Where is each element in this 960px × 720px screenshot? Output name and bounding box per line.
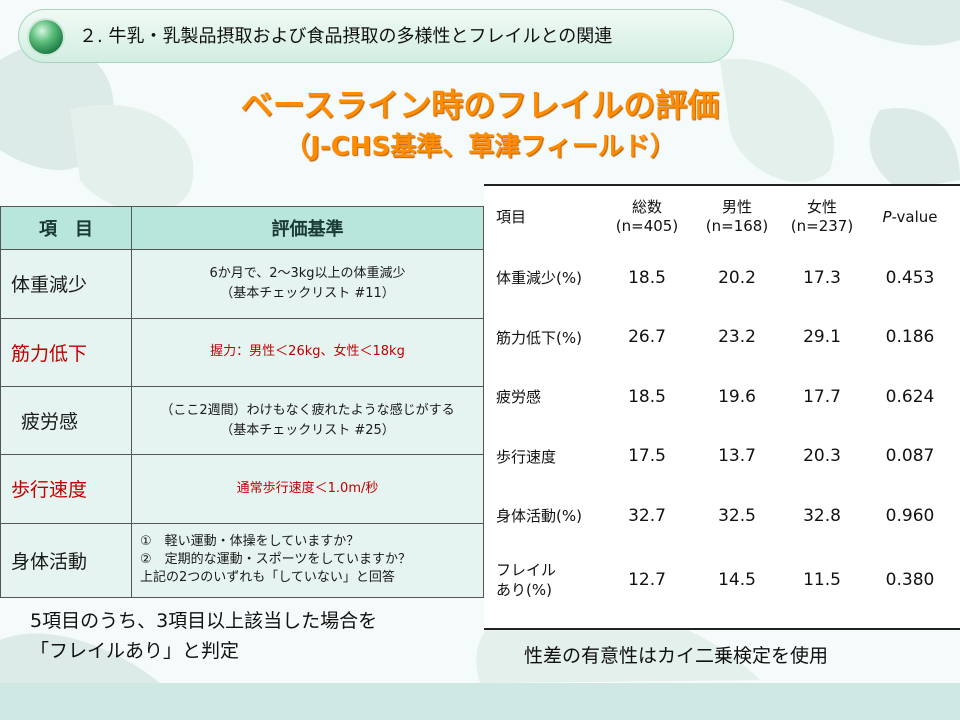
criteria-row: 疲労感 （ここ2週間）わけもなく疲れたような感じがする （基本チェックリスト #… xyxy=(0,385,484,456)
criteria-row: 歩行速度 通常歩行速度＜1.0m/秒 xyxy=(0,454,484,524)
results-male: 20.2 xyxy=(718,267,756,288)
results-pvalue: 0.186 xyxy=(885,327,935,348)
criteria-line: （基本チェックリスト #11） xyxy=(220,285,395,301)
results-female: 17.3 xyxy=(803,267,841,288)
note-line: 5項目のうち、3項目以上該当した場合を xyxy=(30,610,378,632)
criteria-row: 筋力低下 握力：男性＜26kg、女性＜18kg xyxy=(0,317,484,387)
results-header-row: 項目 総数 (n=405) 男性 (n=168) 女性 (n=237) P-va… xyxy=(484,186,960,248)
results-total: 26.7 xyxy=(628,327,666,348)
page-title: ベースライン時のフレイルの評価 xyxy=(240,86,720,124)
criteria-line: （基本チェックリスト #25） xyxy=(220,422,395,438)
criteria-line: ② 定期的な運動・スポーツをしていますか？ xyxy=(140,552,412,568)
results-row: 身体活動(%) 32.7 32.5 32.8 0.960 xyxy=(484,486,960,546)
results-female: 20.3 xyxy=(803,446,841,467)
frailty-definition-note: 5項目のうち、3項目以上該当した場合を 「フレイルあり」と判定 xyxy=(30,606,460,666)
criteria-line: ① 軽い運動・体操をしていますか？ xyxy=(140,534,360,550)
criteria-text: 通常歩行速度＜1.0m/秒 xyxy=(131,454,484,524)
criteria-line: （ここ2週間）わけもなく疲れたような感じがする xyxy=(160,402,455,418)
results-header-pvalue: P-value xyxy=(860,186,960,248)
results-table-box: 項目 総数 (n=405) 男性 (n=168) 女性 (n=237) P-va… xyxy=(484,184,960,630)
results-total: 32.7 xyxy=(628,505,666,526)
footer-band xyxy=(0,683,960,720)
criteria-item: 疲労感 xyxy=(0,385,132,456)
results-row: フレイル あり(%) 12.7 14.5 11.5 0.380 xyxy=(484,546,960,614)
results-female: 11.5 xyxy=(803,569,841,590)
results-item: 筋力低下(%) xyxy=(496,328,582,347)
results-row: 歩行速度 17.5 13.7 20.3 0.087 xyxy=(484,427,960,487)
criteria-item: 身体活動 xyxy=(0,522,132,599)
results-male: 32.5 xyxy=(718,505,756,526)
results-female: 29.1 xyxy=(803,327,841,348)
results-table: 項目 総数 (n=405) 男性 (n=168) 女性 (n=237) P-va… xyxy=(484,186,960,614)
results-header-male: 男性 (n=168) xyxy=(690,186,784,248)
results-female: 17.7 xyxy=(803,386,841,407)
criteria-text: 6か月で、2～3kg以上の体重減少 （基本チェックリスト #11） xyxy=(131,249,484,319)
criteria-table: 項 目 評価基準 体重減少 6か月で、2～3kg以上の体重減少 （基本チェックリ… xyxy=(0,205,484,599)
criteria-item: 体重減少 xyxy=(0,249,132,319)
results-header-item: 項目 xyxy=(496,207,527,226)
results-male: 14.5 xyxy=(718,569,756,590)
results-total: 18.5 xyxy=(628,386,666,407)
results-total: 17.5 xyxy=(628,446,666,467)
results-pvalue: 0.453 xyxy=(885,267,935,288)
criteria-header-criteria: 評価基準 xyxy=(131,205,484,251)
section-header-text: ２. 牛乳・乳製品摂取および食品摂取の多様性とフレイルとの関連 xyxy=(79,26,613,47)
results-row: 筋力低下(%) 26.7 23.2 29.1 0.186 xyxy=(484,308,960,368)
results-row: 疲労感 18.5 19.6 17.7 0.624 xyxy=(484,367,960,427)
note-line: 「フレイルあり」と判定 xyxy=(30,640,240,662)
results-male: 19.6 xyxy=(718,386,756,407)
criteria-header-row: 項 目 評価基準 xyxy=(0,205,484,251)
results-header-total: 総数 (n=405) xyxy=(604,186,690,248)
header-line: 女性 xyxy=(806,198,837,216)
criteria-item: 筋力低下 xyxy=(0,317,132,387)
statistics-note: 性差の有意性はカイ二乗検定を使用 xyxy=(524,645,829,667)
criteria-header-item: 項 目 xyxy=(0,205,132,251)
results-item: 疲労感 xyxy=(496,388,542,407)
header-line: (n=237) xyxy=(790,217,854,235)
criteria-row: 身体活動 ① 軽い運動・体操をしていますか？ ② 定期的な運動・スポーツをしてい… xyxy=(0,522,484,599)
results-pvalue: 0.087 xyxy=(885,446,935,467)
header-line: 総数 xyxy=(631,198,662,216)
criteria-line: 上記の2つのいずれも「していない」と回答 xyxy=(140,570,395,586)
header-line: (n=168) xyxy=(705,217,769,235)
results-header-female: 女性 (n=237) xyxy=(784,186,860,248)
results-male: 13.7 xyxy=(718,446,756,467)
criteria-row: 体重減少 6か月で、2～3kg以上の体重減少 （基本チェックリスト #11） xyxy=(0,249,484,319)
results-female: 32.8 xyxy=(803,505,841,526)
pvalue-italic: P xyxy=(882,207,892,226)
results-item: 歩行速度 xyxy=(496,447,557,466)
page-subtitle: （J-CHS基準、草津フィールド） xyxy=(284,132,676,162)
header-line: 男性 xyxy=(721,198,752,216)
results-total: 18.5 xyxy=(628,267,666,288)
header-line: (n=405) xyxy=(615,217,679,235)
results-male: 23.2 xyxy=(718,327,756,348)
results-item: フレイル あり(%) xyxy=(484,546,604,614)
results-total: 12.7 xyxy=(628,569,666,590)
item-line: あり(%) xyxy=(496,580,552,599)
results-pvalue: 0.960 xyxy=(885,505,935,526)
item-line: フレイル xyxy=(496,560,557,579)
criteria-line: 6か月で、2～3kg以上の体重減少 xyxy=(209,265,406,281)
results-row: 体重減少(%) 18.5 20.2 17.3 0.453 xyxy=(484,248,960,308)
results-item: 体重減少(%) xyxy=(496,269,582,288)
criteria-line: 握力：男性＜26kg、女性＜18kg xyxy=(210,344,405,360)
pvalue-rest: -value xyxy=(891,207,938,226)
header-bullet-icon xyxy=(29,20,63,54)
results-pvalue: 0.624 xyxy=(885,386,935,407)
results-item: 身体活動(%) xyxy=(496,507,582,526)
section-header: ２. 牛乳・乳製品摂取および食品摂取の多様性とフレイルとの関連 xyxy=(18,9,734,63)
criteria-text: （ここ2週間）わけもなく疲れたような感じがする （基本チェックリスト #25） xyxy=(131,385,484,456)
criteria-text: 握力：男性＜26kg、女性＜18kg xyxy=(131,317,484,387)
criteria-item: 歩行速度 xyxy=(0,454,132,524)
results-pvalue: 0.380 xyxy=(885,569,935,590)
criteria-line: 通常歩行速度＜1.0m/秒 xyxy=(236,480,379,496)
criteria-text: ① 軽い運動・体操をしていますか？ ② 定期的な運動・スポーツをしていますか？ … xyxy=(131,522,484,599)
